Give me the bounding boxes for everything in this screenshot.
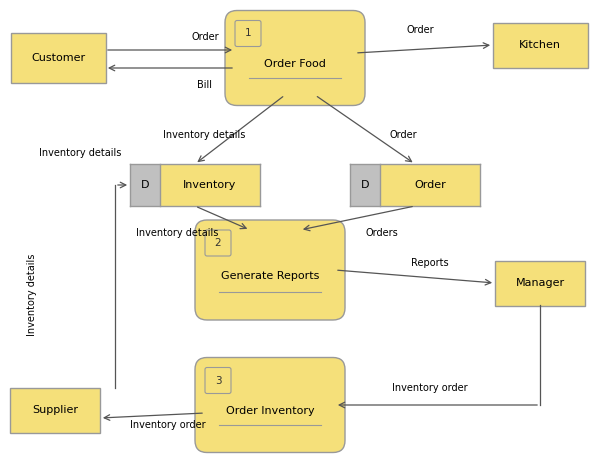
Text: Inventory details: Inventory details xyxy=(163,130,245,140)
Text: Inventory order: Inventory order xyxy=(392,383,468,393)
Text: Inventory details: Inventory details xyxy=(39,148,121,158)
Text: Inventory order: Inventory order xyxy=(130,420,206,430)
FancyBboxPatch shape xyxy=(225,11,365,105)
Bar xyxy=(130,164,160,206)
Bar xyxy=(495,260,585,306)
Text: 2: 2 xyxy=(215,238,221,248)
Text: Order: Order xyxy=(414,180,446,190)
FancyBboxPatch shape xyxy=(195,220,345,320)
Bar xyxy=(350,164,380,206)
Text: Order: Order xyxy=(406,25,434,35)
Text: Inventory details: Inventory details xyxy=(27,254,37,336)
Text: D: D xyxy=(141,180,150,190)
Text: Inventory details: Inventory details xyxy=(136,228,218,238)
Text: Order: Order xyxy=(191,32,219,42)
Text: Customer: Customer xyxy=(31,53,85,63)
Text: Bill: Bill xyxy=(197,80,212,90)
Text: Reports: Reports xyxy=(411,258,449,268)
Text: Order Food: Order Food xyxy=(264,59,326,69)
Text: 3: 3 xyxy=(215,376,221,385)
FancyBboxPatch shape xyxy=(205,230,231,256)
Bar xyxy=(160,164,260,206)
Text: Kitchen: Kitchen xyxy=(519,40,561,50)
Text: Inventory: Inventory xyxy=(184,180,237,190)
Text: Order: Order xyxy=(390,130,417,140)
Bar xyxy=(11,33,105,83)
FancyBboxPatch shape xyxy=(195,357,345,452)
Text: D: D xyxy=(361,180,369,190)
Text: Generate Reports: Generate Reports xyxy=(221,271,319,281)
Text: Orders: Orders xyxy=(365,228,398,238)
Text: Order Inventory: Order Inventory xyxy=(225,406,315,416)
Bar xyxy=(380,164,480,206)
FancyBboxPatch shape xyxy=(235,21,261,47)
Bar xyxy=(10,388,100,432)
Text: Supplier: Supplier xyxy=(32,405,78,415)
FancyBboxPatch shape xyxy=(205,368,231,393)
Bar xyxy=(493,22,587,68)
Text: 1: 1 xyxy=(245,28,251,39)
Text: Manager: Manager xyxy=(515,278,565,288)
